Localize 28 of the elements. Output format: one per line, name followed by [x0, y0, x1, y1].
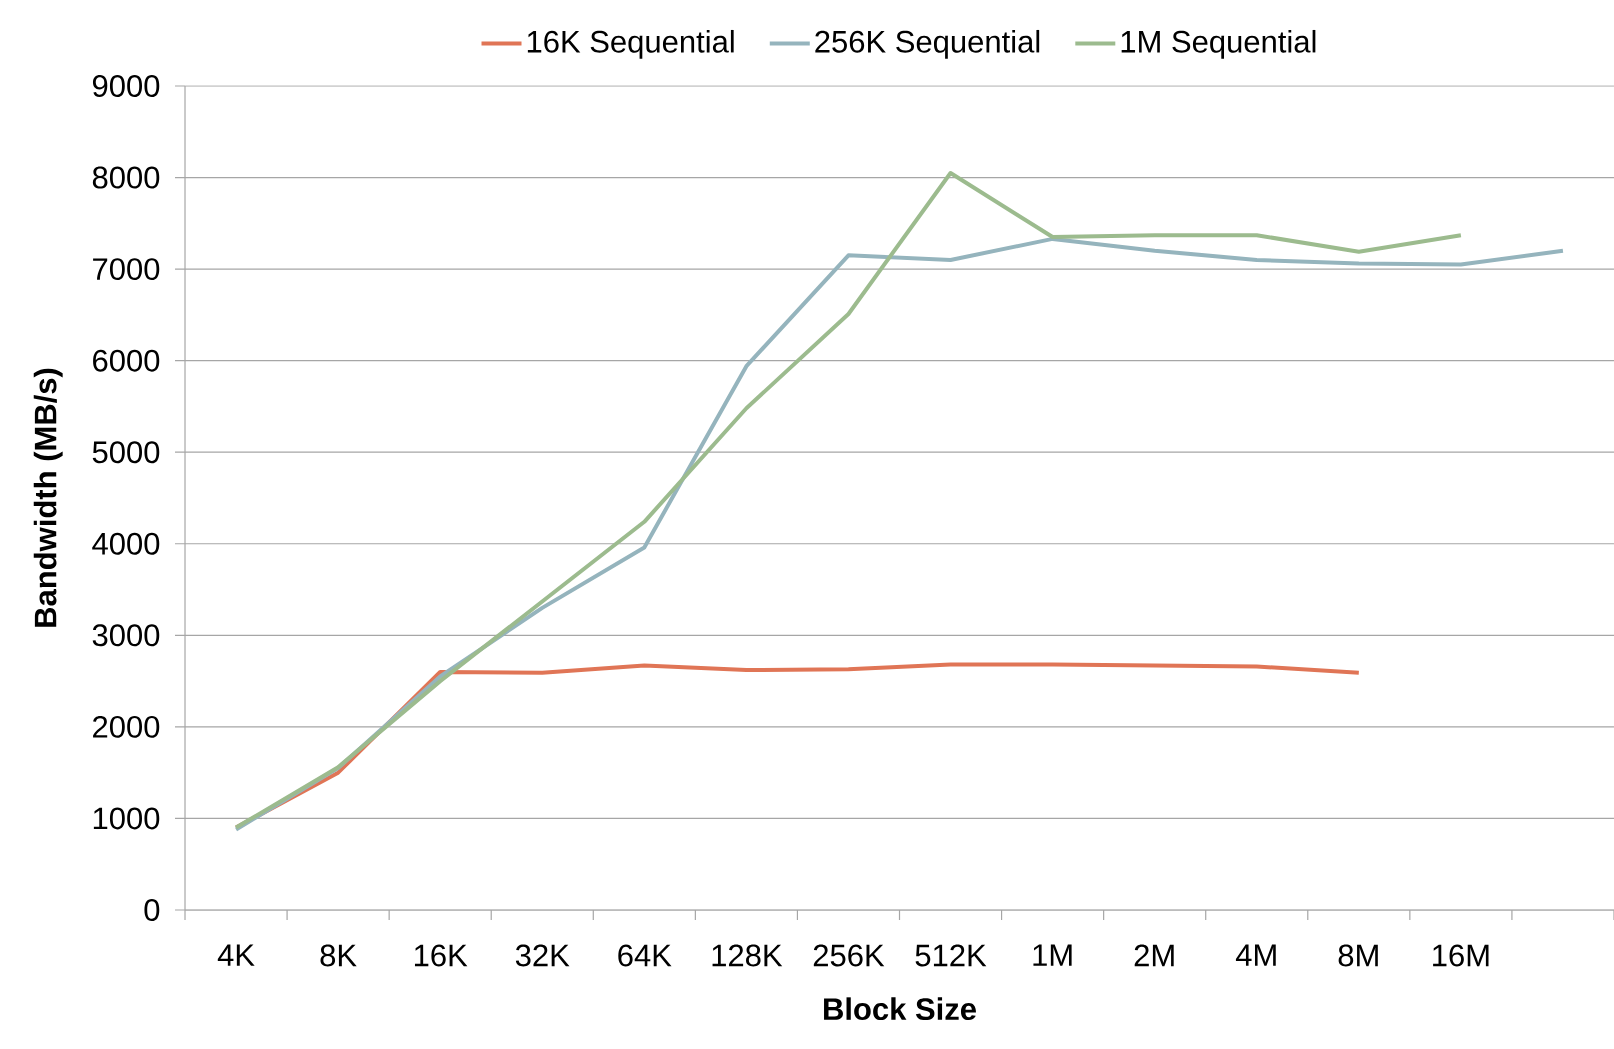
y-tick-label: 8000: [92, 166, 160, 189]
y-tick-label: 0: [144, 899, 160, 921]
x-tick-label: 512K: [915, 944, 987, 967]
x-tick-label: 8M: [1338, 944, 1378, 967]
legend-label: 1M Sequential: [1121, 29, 1316, 59]
x-tick-label: 128K: [712, 944, 783, 967]
y-tick-label: 1000: [93, 807, 160, 830]
legend-label: 16K Sequential: [527, 29, 734, 59]
x-tick-label: 8K: [320, 944, 357, 967]
x-tick-label: 256K: [813, 944, 885, 967]
y-tick-label: 9000: [92, 75, 160, 97]
y-tick-label: 6000: [93, 349, 160, 372]
y-tick-label: 4000: [92, 532, 160, 555]
x-tick-label: 4M: [1235, 944, 1276, 966]
x-tick-label: 16K: [414, 944, 468, 967]
x-tick-label: 16M: [1433, 944, 1489, 967]
y-tick-label: 7000: [93, 258, 160, 281]
y-axis-title: Bandwidth (MB/s): [33, 368, 63, 627]
y-tick-label: 3000: [92, 624, 160, 647]
y-tick-label: 5000: [92, 441, 160, 464]
x-tick-label: 64K: [618, 944, 672, 967]
x-tick-label: 4K: [217, 944, 255, 966]
legend-label: 256K Sequential: [815, 29, 1040, 59]
x-tick-label: 2M: [1134, 944, 1174, 967]
x-tick-label: 1M: [1033, 944, 1072, 966]
x-axis-title: Block Size: [824, 997, 976, 1021]
y-tick-label: 2000: [93, 715, 160, 738]
x-tick-label: 32K: [515, 944, 570, 967]
